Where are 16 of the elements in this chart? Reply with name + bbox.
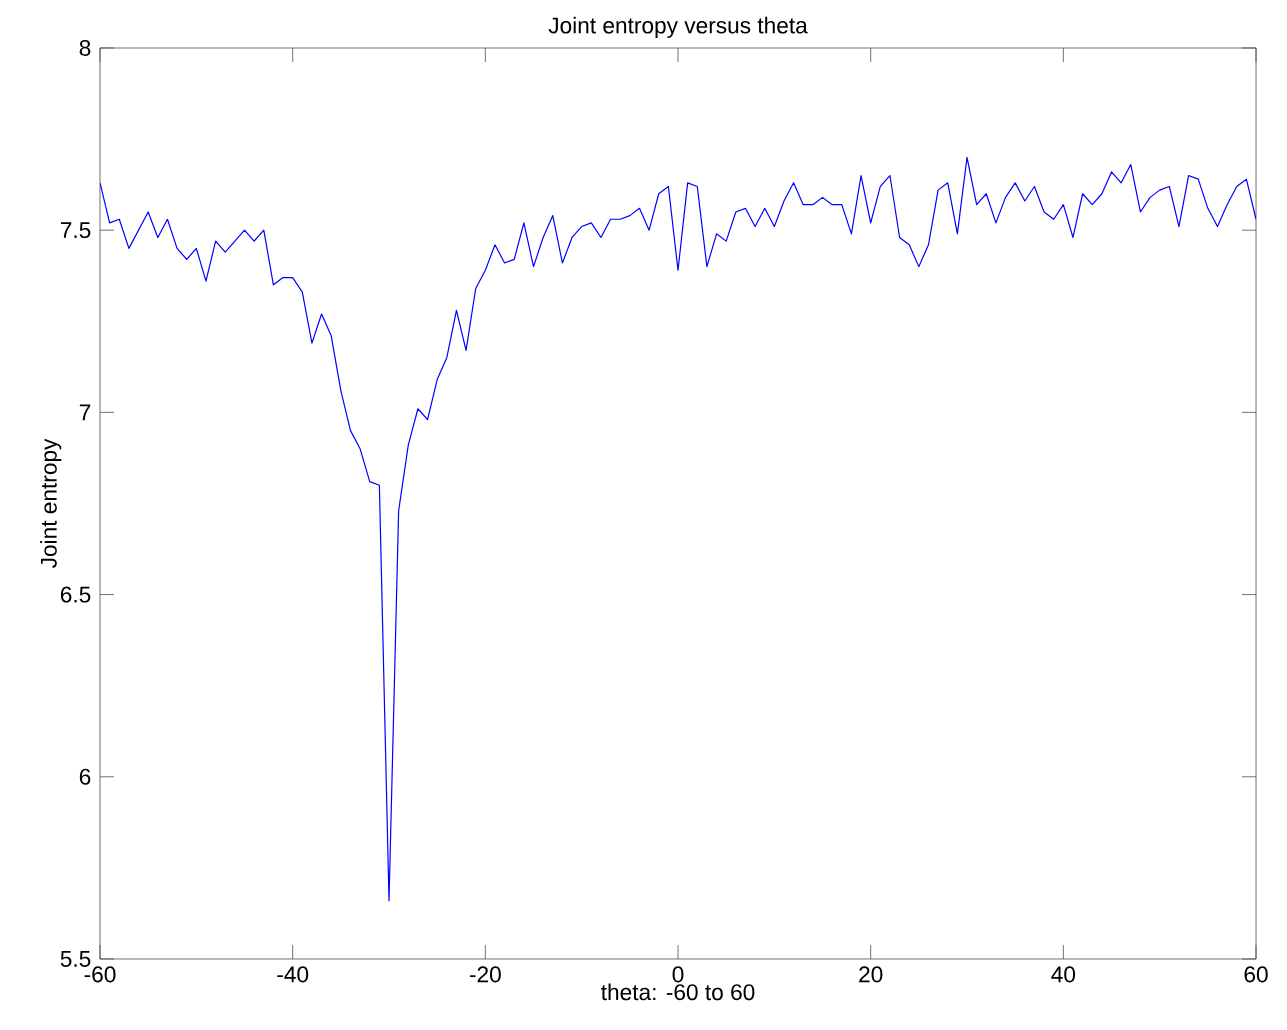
y-tick-label: 6.5 (60, 586, 91, 603)
x-axis-title: theta: -60 to 60 (601, 983, 755, 1001)
x-tick-label: 0 (672, 966, 684, 983)
y-tick-label: 7.5 (60, 222, 91, 239)
x-tick-label: 40 (1051, 966, 1076, 983)
y-tick-label: 8 (79, 39, 91, 57)
x-tick-label: 60 (1244, 966, 1268, 983)
x-tick-label: -20 (469, 966, 501, 983)
chart-title: Joint entropy versus theta (548, 16, 808, 38)
y-tick-label: 6 (79, 768, 91, 785)
x-tick-label: 20 (859, 966, 883, 983)
x-tick-label: -40 (277, 966, 309, 983)
y-tick-label: 5.5 (60, 951, 91, 967)
y-tick-label: 7 (79, 404, 91, 421)
y-axis-title: Joint entropy (40, 438, 62, 569)
x-tick-label: -60 (84, 966, 116, 983)
